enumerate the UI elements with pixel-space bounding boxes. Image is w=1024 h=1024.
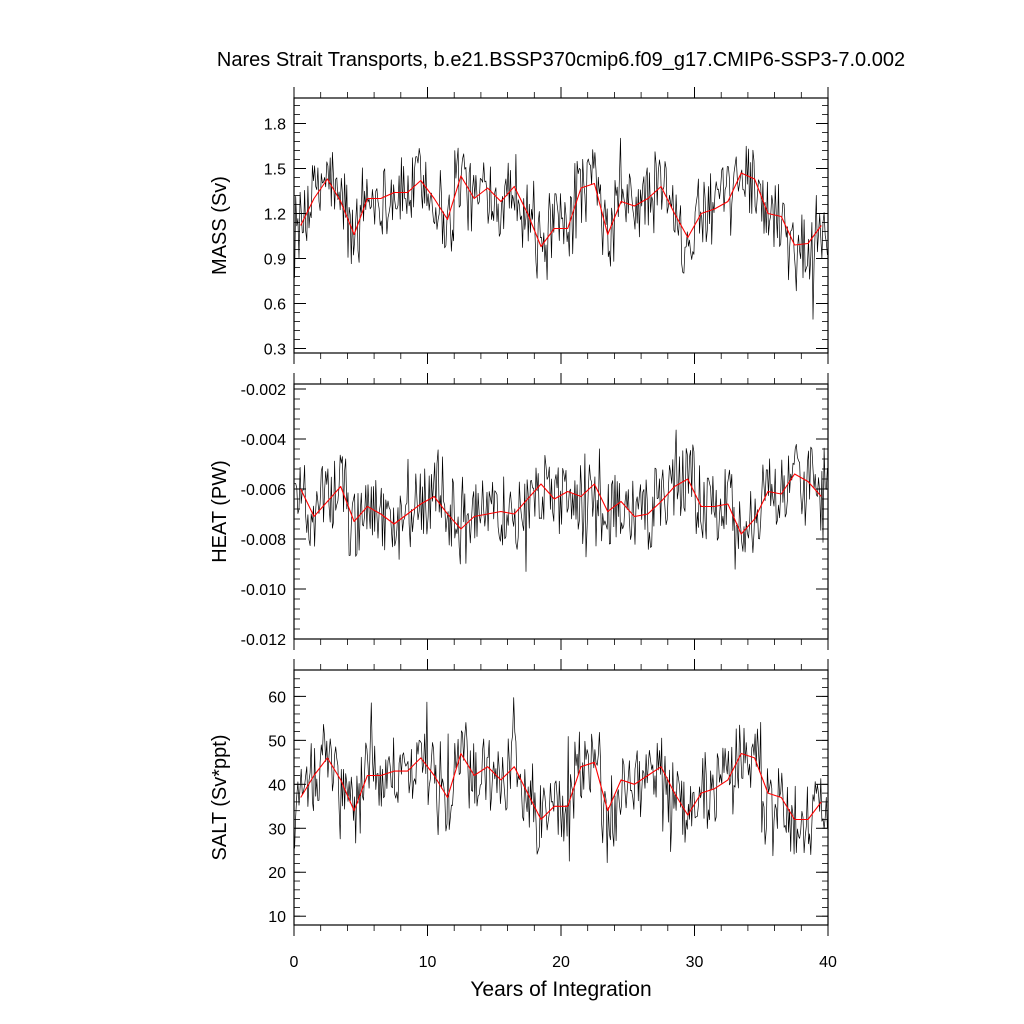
series-line-annual: [300, 172, 822, 248]
y-axis-label: MASS (Sv): [209, 176, 231, 275]
series-line-annual: [300, 473, 822, 535]
y-tick-label: 10: [268, 909, 286, 926]
panel-3: 10 20 30 40 50 60 SALT (Sv*ppt) 0 10 20 30 40: [209, 659, 837, 971]
series-line-monthly: [294, 429, 828, 572]
series-line-annual: [300, 752, 822, 821]
chart-title: Nares Strait Transports, b.e21.BSSP370cm…: [217, 49, 905, 71]
y-tick-label: 1.8: [264, 117, 286, 134]
x-tick-label: 40: [819, 954, 837, 971]
x-tick-label: 20: [552, 954, 570, 971]
y-tick-label: 1.2: [264, 207, 286, 224]
panel-2: -0.012 -0.010 -0.008 -0.006 -0.004 -0.002 HEAT…: [209, 373, 829, 650]
y-tick-label: -0.010: [241, 582, 286, 599]
y-tick-label: 50: [268, 733, 286, 750]
y-axis-label: HEAT (PW): [209, 460, 231, 563]
y-tick-label: -0.002: [241, 382, 286, 399]
y-tick-label: 60: [268, 689, 286, 706]
y-tick-label: 0.9: [264, 252, 286, 269]
y-tick-label: -0.012: [241, 632, 286, 649]
y-tick-label: 20: [268, 865, 286, 882]
plot-frame: [293, 669, 829, 926]
y-tick-label: 30: [268, 821, 286, 838]
series-line-monthly: [294, 697, 828, 863]
y-tick-label: -0.006: [241, 482, 286, 499]
x-tick-label: 10: [419, 954, 437, 971]
plot-frame: [293, 97, 829, 354]
y-tick-label: 1.5: [264, 162, 286, 179]
x-tick-label: 0: [290, 954, 299, 971]
series-line-monthly: [294, 137, 828, 320]
y-tick-label: 40: [268, 777, 286, 794]
y-axis-label: SALT (Sv*ppt): [209, 735, 231, 861]
y-tick-label: -0.004: [241, 432, 286, 449]
x-axis-label: Years of Integration: [470, 978, 651, 1001]
panel-1: 0.3 0.6 0.9 1.2 1.5 1.8 MASS (Sv): [209, 87, 829, 364]
x-tick-label: 30: [686, 954, 704, 971]
y-tick-label: 0.6: [264, 297, 286, 314]
y-tick-label: 0.3: [264, 342, 286, 359]
y-tick-label: -0.008: [241, 532, 286, 549]
